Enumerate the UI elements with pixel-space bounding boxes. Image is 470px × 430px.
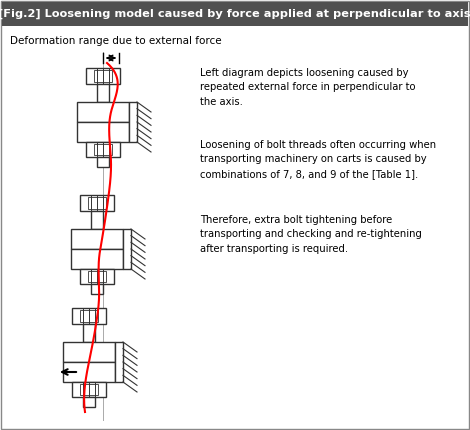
Bar — [94, 144, 112, 155]
Bar — [63, 362, 115, 382]
Bar — [97, 84, 109, 102]
Bar — [71, 229, 123, 249]
Bar — [86, 142, 120, 157]
Text: Deformation range due to external force: Deformation range due to external force — [10, 36, 222, 46]
Bar — [63, 342, 115, 362]
Bar — [71, 249, 123, 269]
Bar — [87, 197, 106, 209]
Bar — [91, 211, 103, 229]
Bar — [80, 195, 114, 211]
Text: Therefore, extra bolt tightening before
transporting and checking and re-tighten: Therefore, extra bolt tightening before … — [200, 215, 422, 254]
Bar — [77, 122, 129, 142]
Bar — [72, 382, 106, 397]
Bar — [83, 397, 95, 407]
Bar — [129, 102, 137, 142]
Bar — [2, 2, 468, 26]
Bar — [72, 308, 106, 324]
Text: Left diagram depicts loosening caused by
repeated external force in perpendicula: Left diagram depicts loosening caused by… — [200, 68, 415, 107]
Bar — [123, 229, 131, 269]
Bar — [91, 284, 103, 294]
Text: [Fig.2] Loosening model caused by force applied at perpendicular to axis.: [Fig.2] Loosening model caused by force … — [0, 9, 470, 19]
Bar — [86, 68, 120, 84]
Text: Loosening of bolt threads often occurring when
transporting machinery on carts i: Loosening of bolt threads often occurrin… — [200, 140, 436, 179]
Bar — [79, 384, 98, 395]
Bar — [115, 342, 123, 382]
Bar — [80, 269, 114, 284]
Bar — [77, 102, 129, 122]
Bar — [87, 271, 106, 282]
Bar — [97, 157, 109, 167]
Bar — [94, 70, 112, 82]
Bar — [79, 310, 98, 322]
Bar — [83, 324, 95, 342]
